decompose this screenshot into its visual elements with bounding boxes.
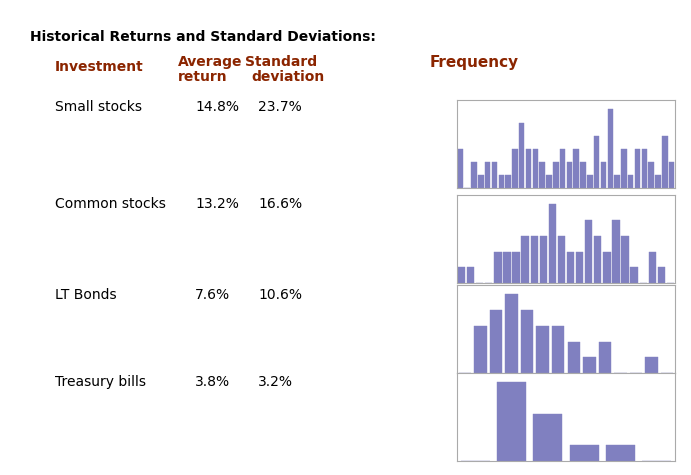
Bar — [614, 175, 620, 188]
Text: 7.6%: 7.6% — [195, 288, 230, 302]
Bar — [521, 310, 533, 373]
Bar — [567, 252, 574, 283]
Bar — [594, 136, 599, 188]
Text: 16.6%: 16.6% — [258, 197, 302, 211]
Bar — [505, 175, 511, 188]
Bar — [558, 236, 565, 283]
Bar — [600, 162, 606, 188]
Bar — [536, 326, 549, 373]
Bar — [628, 175, 634, 188]
Bar — [630, 267, 638, 283]
Bar — [649, 252, 656, 283]
Bar — [655, 175, 661, 188]
Bar — [648, 162, 654, 188]
Bar — [560, 149, 565, 188]
Bar — [662, 136, 668, 188]
Bar — [526, 149, 531, 188]
Text: deviation: deviation — [251, 70, 324, 84]
Bar — [583, 357, 596, 373]
Bar — [492, 162, 498, 188]
Text: Investment: Investment — [55, 60, 144, 74]
Bar — [606, 445, 635, 461]
Bar — [533, 414, 562, 461]
Bar — [533, 149, 538, 188]
Bar — [576, 252, 583, 283]
Bar — [658, 267, 665, 283]
Bar — [621, 236, 629, 283]
Text: 13.2%: 13.2% — [195, 197, 239, 211]
Bar — [669, 162, 674, 188]
Bar — [505, 294, 518, 373]
Bar — [549, 204, 556, 283]
Bar — [585, 220, 592, 283]
Bar — [471, 162, 477, 188]
Bar — [635, 149, 641, 188]
Bar — [621, 149, 627, 188]
Bar — [497, 382, 526, 461]
Bar — [490, 310, 502, 373]
Bar — [569, 445, 598, 461]
Text: 3.8%: 3.8% — [195, 375, 230, 389]
Text: Small stocks: Small stocks — [55, 100, 142, 114]
Bar — [607, 109, 613, 188]
Bar — [498, 175, 504, 188]
Bar — [478, 175, 484, 188]
Bar — [553, 162, 558, 188]
Text: Treasury bills: Treasury bills — [55, 375, 146, 389]
Bar — [503, 252, 511, 283]
Bar — [513, 252, 520, 283]
Bar — [512, 149, 518, 188]
Text: Average: Average — [178, 55, 243, 69]
Text: LT Bonds: LT Bonds — [55, 288, 117, 302]
Bar — [594, 236, 601, 283]
Bar — [598, 342, 611, 373]
Bar — [531, 236, 538, 283]
Bar — [552, 326, 565, 373]
Text: 23.7%: 23.7% — [258, 100, 302, 114]
Bar — [457, 149, 463, 188]
Bar — [567, 162, 572, 188]
Bar — [580, 162, 586, 188]
Bar — [522, 236, 529, 283]
Bar — [587, 175, 593, 188]
Text: Historical Returns and Standard Deviations:: Historical Returns and Standard Deviatio… — [30, 30, 376, 44]
Bar — [467, 267, 474, 283]
Bar — [567, 342, 580, 373]
Text: return: return — [178, 70, 227, 84]
Text: 3.2%: 3.2% — [258, 375, 293, 389]
Bar — [494, 252, 502, 283]
Bar — [458, 267, 465, 283]
Bar — [485, 162, 491, 188]
Bar — [574, 149, 579, 188]
Text: 14.8%: 14.8% — [195, 100, 239, 114]
Text: Frequency: Frequency — [430, 55, 519, 70]
Bar — [474, 326, 486, 373]
Bar — [645, 357, 658, 373]
Bar — [540, 236, 547, 283]
Text: 10.6%: 10.6% — [258, 288, 302, 302]
Text: Common stocks: Common stocks — [55, 197, 166, 211]
Text: Standard: Standard — [245, 55, 317, 69]
Bar — [603, 252, 611, 283]
Bar — [519, 123, 524, 188]
Bar — [540, 162, 545, 188]
Bar — [612, 220, 620, 283]
Bar — [642, 149, 647, 188]
Bar — [547, 175, 551, 188]
